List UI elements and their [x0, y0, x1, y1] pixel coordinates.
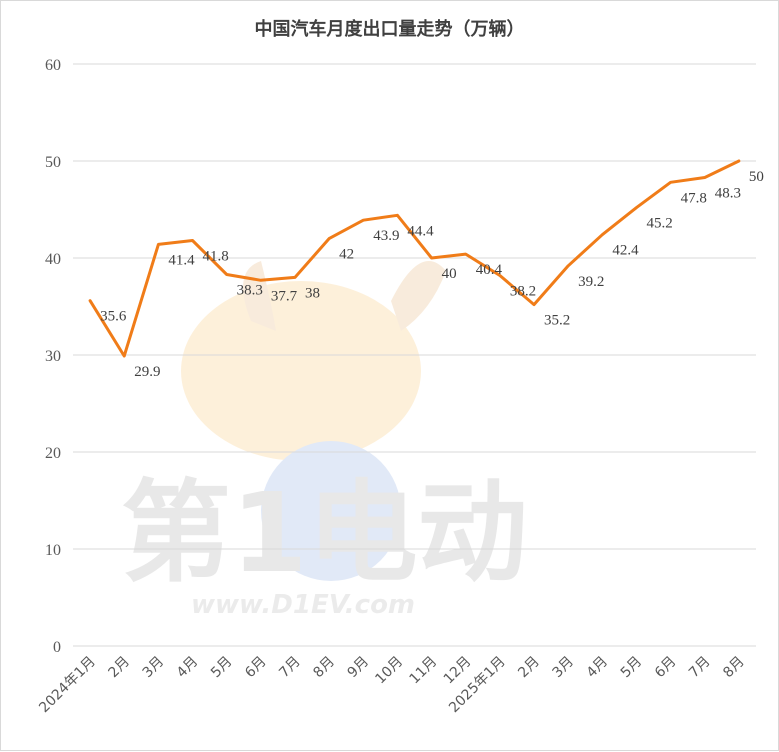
data-labels: 35.6 29.9 41.4 41.8 38.3 37.7 38 42 43.9 44.4 40 40…	[100, 169, 764, 380]
x-tick-label: 3月	[549, 654, 577, 682]
x-tick-label: 5月	[618, 654, 646, 682]
x-tick-label: 2月	[106, 654, 134, 682]
x-tick-label: 6月	[242, 654, 270, 682]
y-tick-label: 40	[45, 251, 61, 268]
data-label: 37.7	[271, 288, 298, 304]
data-label: 40	[442, 266, 457, 282]
data-label: 35.2	[544, 313, 570, 329]
x-tick-label: 8月	[310, 654, 338, 682]
y-tick-label: 0	[53, 639, 61, 656]
data-label: 43.9	[373, 228, 399, 244]
watermark: 第1电动 www.D1EV.com	[121, 261, 528, 620]
data-label: 29.9	[134, 364, 160, 380]
data-label: 35.6	[100, 309, 127, 325]
data-label: 45.2	[646, 216, 672, 232]
y-tick-label: 10	[45, 542, 61, 559]
x-tick-label: 7月	[686, 654, 714, 682]
data-label: 40.4	[476, 262, 503, 278]
y-tick-label: 60	[45, 57, 61, 74]
x-tick-label: 4月	[174, 654, 202, 682]
x-tick-label: 7月	[276, 654, 304, 682]
x-tick-label: 10月	[372, 654, 406, 688]
data-label: 42	[339, 247, 354, 263]
watermark-url-text: www.D1EV.com	[191, 590, 415, 620]
series-line	[88, 159, 741, 358]
mascot-antler-shape	[391, 261, 446, 331]
gridlines	[73, 63, 756, 647]
mascot-head-shape	[181, 281, 421, 461]
data-label: 42.4	[612, 243, 639, 259]
data-label: 41.4	[168, 252, 195, 268]
y-tick-label: 50	[45, 154, 61, 171]
data-label: 50	[749, 169, 764, 185]
y-axis-ticks: 0 10 20 30 40 50 60	[45, 57, 61, 656]
x-tick-label: 11月	[407, 654, 441, 688]
watermark-brand-text: 第1电动	[121, 469, 528, 597]
x-tick-label: 3月	[140, 654, 168, 682]
mascot-body-shape	[261, 441, 401, 581]
x-tick-label: 4月	[584, 654, 612, 682]
x-tick-label: 2024年1月	[36, 654, 99, 717]
data-label: 47.8	[681, 190, 707, 206]
data-label: 39.2	[578, 274, 604, 290]
series-exports	[88, 159, 741, 358]
x-tick-label: 5月	[208, 654, 236, 682]
data-label: 41.8	[203, 249, 229, 265]
x-tick-label: 2月	[515, 654, 543, 682]
y-tick-label: 20	[45, 445, 61, 462]
x-tick-label: 6月	[652, 654, 680, 682]
data-label: 48.3	[715, 185, 741, 201]
data-label: 38	[305, 285, 320, 301]
data-label: 44.4	[407, 223, 434, 239]
data-label: 38.2	[510, 283, 536, 299]
data-label: 38.3	[237, 282, 263, 298]
x-tick-label: 9月	[345, 654, 373, 682]
x-tick-label: 8月	[720, 654, 748, 682]
y-tick-label: 30	[45, 348, 61, 365]
chart-title: 中国汽车月度出口量走势（万辆）	[254, 19, 525, 40]
